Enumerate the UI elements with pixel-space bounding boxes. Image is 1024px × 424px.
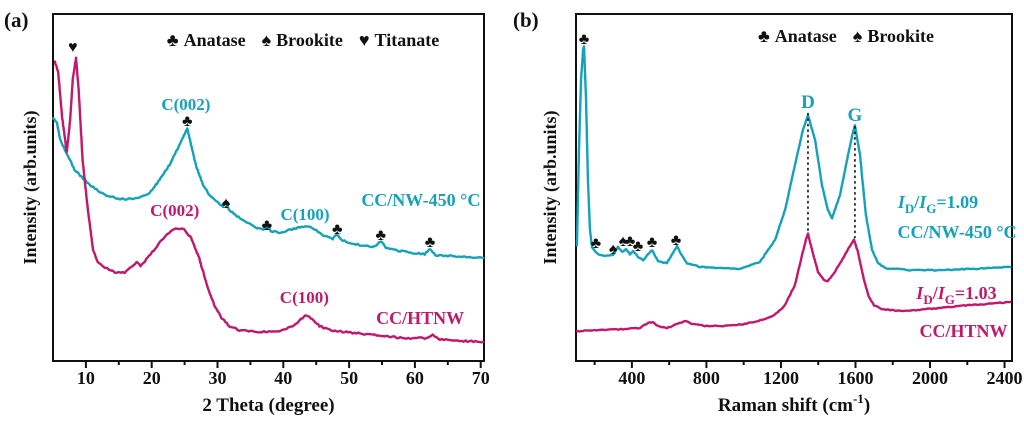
xrd-phase-marker-icon: ♣ [375, 227, 386, 244]
xrd-phase-marker-icon: ♠ [222, 195, 231, 212]
raman-curve-cc-htnw [575, 232, 1012, 333]
xrd-peak-label: C(100) [280, 288, 329, 307]
raman-band-label: G [848, 105, 863, 126]
raman-x-tick-label: 2000 [912, 368, 948, 388]
xrd-x-tick-label: 50 [340, 368, 358, 388]
raman-phase-marker-icon: ♣ [625, 233, 636, 250]
raman-legend: ♣ Anatase ♠ Brookite [758, 26, 934, 46]
raman-intensity-ratio-label: ID/IG=1.03 [915, 283, 996, 307]
raman-x-tick-label: 400 [618, 368, 645, 388]
raman-x-axis-label: Raman shift (cm-1) [718, 391, 870, 416]
raman-phase-marker-icon: ♣ [591, 235, 602, 252]
raman-y-axis-label: Intensity (arb.units) [540, 110, 561, 264]
raman-phase-marker-icon: ♣ [579, 31, 590, 48]
raman-band-label: D [801, 92, 815, 113]
xrd-peak-label: C(002) [150, 201, 199, 220]
raman-phase-marker-icon: ♠ [619, 233, 628, 250]
raman-curve-cc-nw-450-c [575, 45, 1012, 272]
xrd-plot-box [52, 13, 485, 362]
xrd-x-tick-label: 40 [274, 368, 292, 388]
raman-plot-box [575, 13, 1013, 362]
xrd-series-label: CC/HTNW [376, 308, 464, 328]
legend-symbol-icon: ♣ [758, 26, 770, 46]
raman-series-label: CC/HTNW [920, 321, 1008, 341]
xrd-panel-tag: (a) [4, 8, 29, 32]
legend-label: Anatase [775, 26, 837, 46]
raman-x-tick-label: 800 [693, 368, 720, 388]
raman-intensity-ratio-label: ID/IG=1.09 [897, 192, 978, 216]
xrd-curve-cc-htnw [53, 56, 485, 344]
legend-symbol-icon: ♣ [167, 30, 179, 50]
xrd-phase-marker-icon: ♣ [425, 234, 436, 251]
xrd-peak-label: C(100) [280, 205, 329, 224]
raman-phase-marker-icon: ♣ [647, 234, 658, 251]
xrd-x-tick-label: 20 [143, 368, 161, 388]
legend-label: Titanate [375, 30, 440, 50]
legend-symbol-icon: ♠ [853, 26, 863, 46]
raman-panel-tag: (b) [513, 8, 539, 32]
legend-label: Brookite [867, 26, 934, 46]
xrd-phase-marker-icon: ♣ [262, 217, 273, 234]
xrd-y-axis-label: Intensity (arb.units) [20, 110, 41, 264]
xrd-curve-cc-nw-450-c [51, 117, 485, 260]
raman-phase-marker-icon: ♣ [633, 238, 644, 255]
xrd-x-tick-label: 30 [209, 368, 227, 388]
xrd-peak-label: C(002) [161, 95, 210, 114]
legend-symbol-icon: ♥ [359, 30, 370, 50]
panel-raman: (b) 400 800 1200 1600 2000 2400 Raman shift (cm… [513, 8, 1023, 416]
legend-label: Brookite [276, 30, 343, 50]
xrd-x-tick-label: 60 [406, 368, 424, 388]
raman-phase-marker-icon: ♠ [609, 241, 618, 258]
legend-symbol-icon: ♠ [262, 30, 272, 50]
xrd-phase-marker-icon: ♣ [332, 221, 343, 238]
raman-x-tick-label: 1600 [837, 368, 873, 388]
xrd-phase-marker-icon: ♥ [68, 39, 78, 56]
raman-series-label: CC/NW-450 °C [898, 222, 1017, 242]
raman-x-tick-label: 1200 [763, 368, 799, 388]
panel-xrd: (a) 10 20 30 40 50 60 70 2 Theta (degree) Intensi… [4, 8, 490, 416]
xrd-x-tick-label: 10 [77, 368, 95, 388]
xrd-x-axis-label: 2 Theta (degree) [202, 395, 334, 416]
raman-x-tick-label: 2400 [987, 368, 1023, 388]
xrd-phase-marker-icon: ♣ [182, 113, 193, 130]
xrd-series-label: CC/NW-450 °C [361, 190, 480, 210]
raman-phase-marker-icon: ♣ [671, 232, 682, 249]
legend-label: Anatase [184, 30, 246, 50]
xrd-legend: ♣ Anatase ♠ Brookite ♥ Titanate [167, 30, 439, 50]
xrd-x-tick-label: 70 [472, 368, 490, 388]
